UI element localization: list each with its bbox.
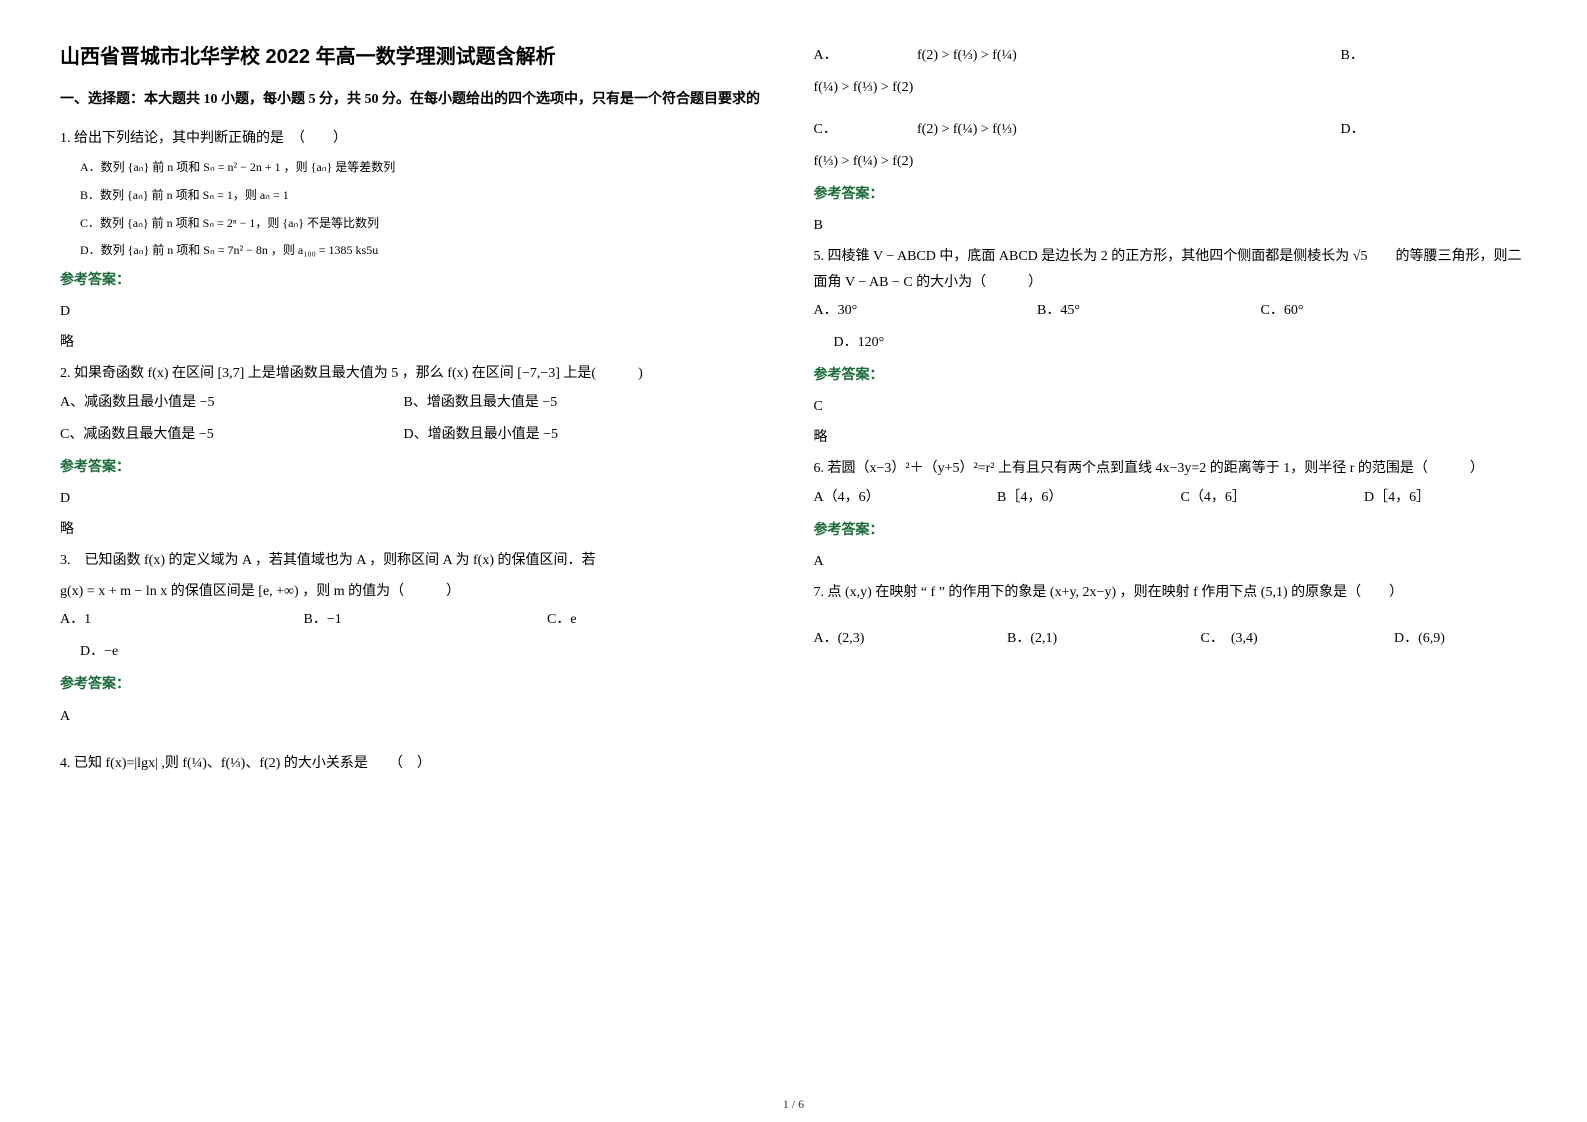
q5-note: 略 — [814, 425, 1528, 450]
q3-opts-row1: A．1 B．−1 C．e — [60, 606, 774, 634]
q4-opt-c-label: C． — [814, 116, 874, 144]
q4-opt-c-expr: f(2) > f(¼) > f(⅓) — [917, 116, 1297, 144]
q3-opts-row2: D．−e — [60, 638, 774, 666]
q3-opt-d: D．−e — [80, 638, 118, 666]
q2-opts-row2: C、减函数且最大值是 −5 D、增函数且最小值是 −5 — [60, 421, 774, 449]
q2-stem: 2. 如果奇函数 f(x) 在区间 [3,7] 上是增函数且最大值为 5 ，那么… — [60, 361, 774, 386]
q4-stem: 4. 已知 f(x)=|lgx| ,则 f(¼)、f(⅓)、f(2) 的大小关系… — [60, 751, 774, 776]
q1-opt-b: B．数列 {aₙ} 前 n 项和 Sₙ = 1，则 aₙ = 1 — [60, 185, 774, 207]
q2-opt-d: D、增函数且最小值是 −5 — [404, 421, 559, 449]
q7-opt-a: A．(2,3) — [814, 625, 964, 653]
spacer — [60, 735, 774, 745]
q4-opt-d-label: D． — [1341, 116, 1365, 144]
q3-opt-c: C．e — [547, 606, 577, 634]
q6-answer-heading: 参考答案： — [814, 518, 1528, 543]
q6-stem: 6. 若圆（x−3）²＋（y+5）²=r² 上有且只有两个点到直线 4x−3y=… — [814, 456, 1528, 481]
q1-opt-d: D．数列 {aₙ} 前 n 项和 Sₙ = 7n² − 8n ，则 a₁₀₀ =… — [60, 240, 774, 262]
q5-opt-d: D．120° — [834, 329, 885, 357]
q7-opt-b: B．(2,1) — [1007, 625, 1157, 653]
q2-answer-heading: 参考答案： — [60, 455, 774, 480]
q2-opts-row1: A、减函数且最小值是 −5 B、增函数且最大值是 −5 — [60, 389, 774, 417]
exam-page: 山西省晋城市北华学校 2022 年高一数学理测试题含解析 一、选择题：本大题共 … — [60, 40, 1527, 1082]
q5-opts-row1: A．30° B．45° C．60° — [814, 297, 1528, 325]
page-title: 山西省晋城市北华学校 2022 年高一数学理测试题含解析 — [60, 40, 774, 69]
q4-opt-d-expr: f(⅓) > f(¼) > f(2) — [814, 148, 1528, 176]
q7-opt-c: C． (3,4) — [1201, 625, 1351, 653]
q1-answer-heading: 参考答案： — [60, 268, 774, 293]
q7-opts: A．(2,3) B．(2,1) C． (3,4) D．(6,9) — [814, 625, 1528, 653]
q1-opt-a: A．数列 {aₙ} 前 n 项和 Sₙ = n² − 2n + 1 ，则 {aₙ… — [60, 157, 774, 179]
spacer-2 — [814, 611, 1528, 619]
q5-answer: C — [814, 394, 1528, 419]
q5-opt-a: A．30° — [814, 297, 994, 325]
q6-answer: A — [814, 549, 1528, 574]
q1-stem: 1. 给出下列结论，其中判断正确的是 （ ） — [60, 126, 774, 151]
q4-opt-a-label: A． — [814, 42, 874, 70]
q3-stem-1: 3. 已知函数 f(x) 的定义域为 A ，若其值域也为 A ，则称区间 A 为… — [60, 548, 774, 573]
q6-opt-b: B［4，6） — [997, 484, 1137, 512]
q4-answer-heading: 参考答案： — [814, 182, 1528, 207]
q5-opt-b: B．45° — [1037, 297, 1217, 325]
q3-answer-heading: 参考答案： — [60, 672, 774, 697]
q4-opt-a-expr: f(2) > f(⅓) > f(¼) — [917, 42, 1297, 70]
q2-opt-c: C、减函数且最大值是 −5 — [60, 421, 360, 449]
q4-opts-row1: A． f(2) > f(⅓) > f(¼) B． — [814, 42, 1528, 70]
q4-opts-row2: C． f(2) > f(¼) > f(⅓) D． — [814, 116, 1528, 144]
q6-opts: A（4，6） B［4，6） C（4，6］ D［4，6］ — [814, 484, 1528, 512]
q7-opt-d: D．(6,9) — [1394, 625, 1445, 653]
section-1-heading: 一、选择题：本大题共 10 小题，每小题 5 分，共 50 分。在每小题给出的四… — [60, 87, 774, 112]
q3-opt-b: B．−1 — [304, 606, 504, 634]
q1-note: 略 — [60, 330, 774, 355]
q2-answer: D — [60, 486, 774, 511]
page-footer: 1 / 6 — [60, 1097, 1527, 1112]
q2-opt-a: A、减函数且最小值是 −5 — [60, 389, 360, 417]
q6-opt-a: A（4，6） — [814, 484, 954, 512]
q6-opt-d: D［4，6］ — [1364, 484, 1430, 512]
q3-opt-a: A．1 — [60, 606, 260, 634]
q6-opt-c: C（4，6］ — [1181, 484, 1321, 512]
q4-opt-b-expr: f(¼) > f(⅓) > f(2) — [814, 74, 1528, 102]
q4-answer: B — [814, 213, 1528, 238]
q5-stem: 5. 四棱锥 V − ABCD 中，底面 ABCD 是边长为 2 的正方形，其他… — [814, 244, 1528, 294]
q5-answer-heading: 参考答案： — [814, 363, 1528, 388]
q2-opt-b: B、增函数且最大值是 −5 — [404, 389, 558, 417]
q1-answer: D — [60, 299, 774, 324]
q4-opt-b-label: B． — [1341, 42, 1364, 70]
q7-stem: 7. 点 (x,y) 在映射 “ f ” 的作用下的象是 (x+y, 2x−y)… — [814, 580, 1528, 605]
q5-opts-row2: D．120° — [814, 329, 1528, 357]
q5-opt-c: C．60° — [1261, 297, 1304, 325]
q3-stem-2: g(x) = x + m − ln x 的保值区间是 [e, +∞) ，则 m … — [60, 579, 774, 604]
q3-answer: A — [60, 704, 774, 729]
q2-note: 略 — [60, 517, 774, 542]
q1-opt-c: C．数列 {aₙ} 前 n 项和 Sₙ = 2ⁿ − 1，则 {aₙ} 不是等比… — [60, 213, 774, 235]
